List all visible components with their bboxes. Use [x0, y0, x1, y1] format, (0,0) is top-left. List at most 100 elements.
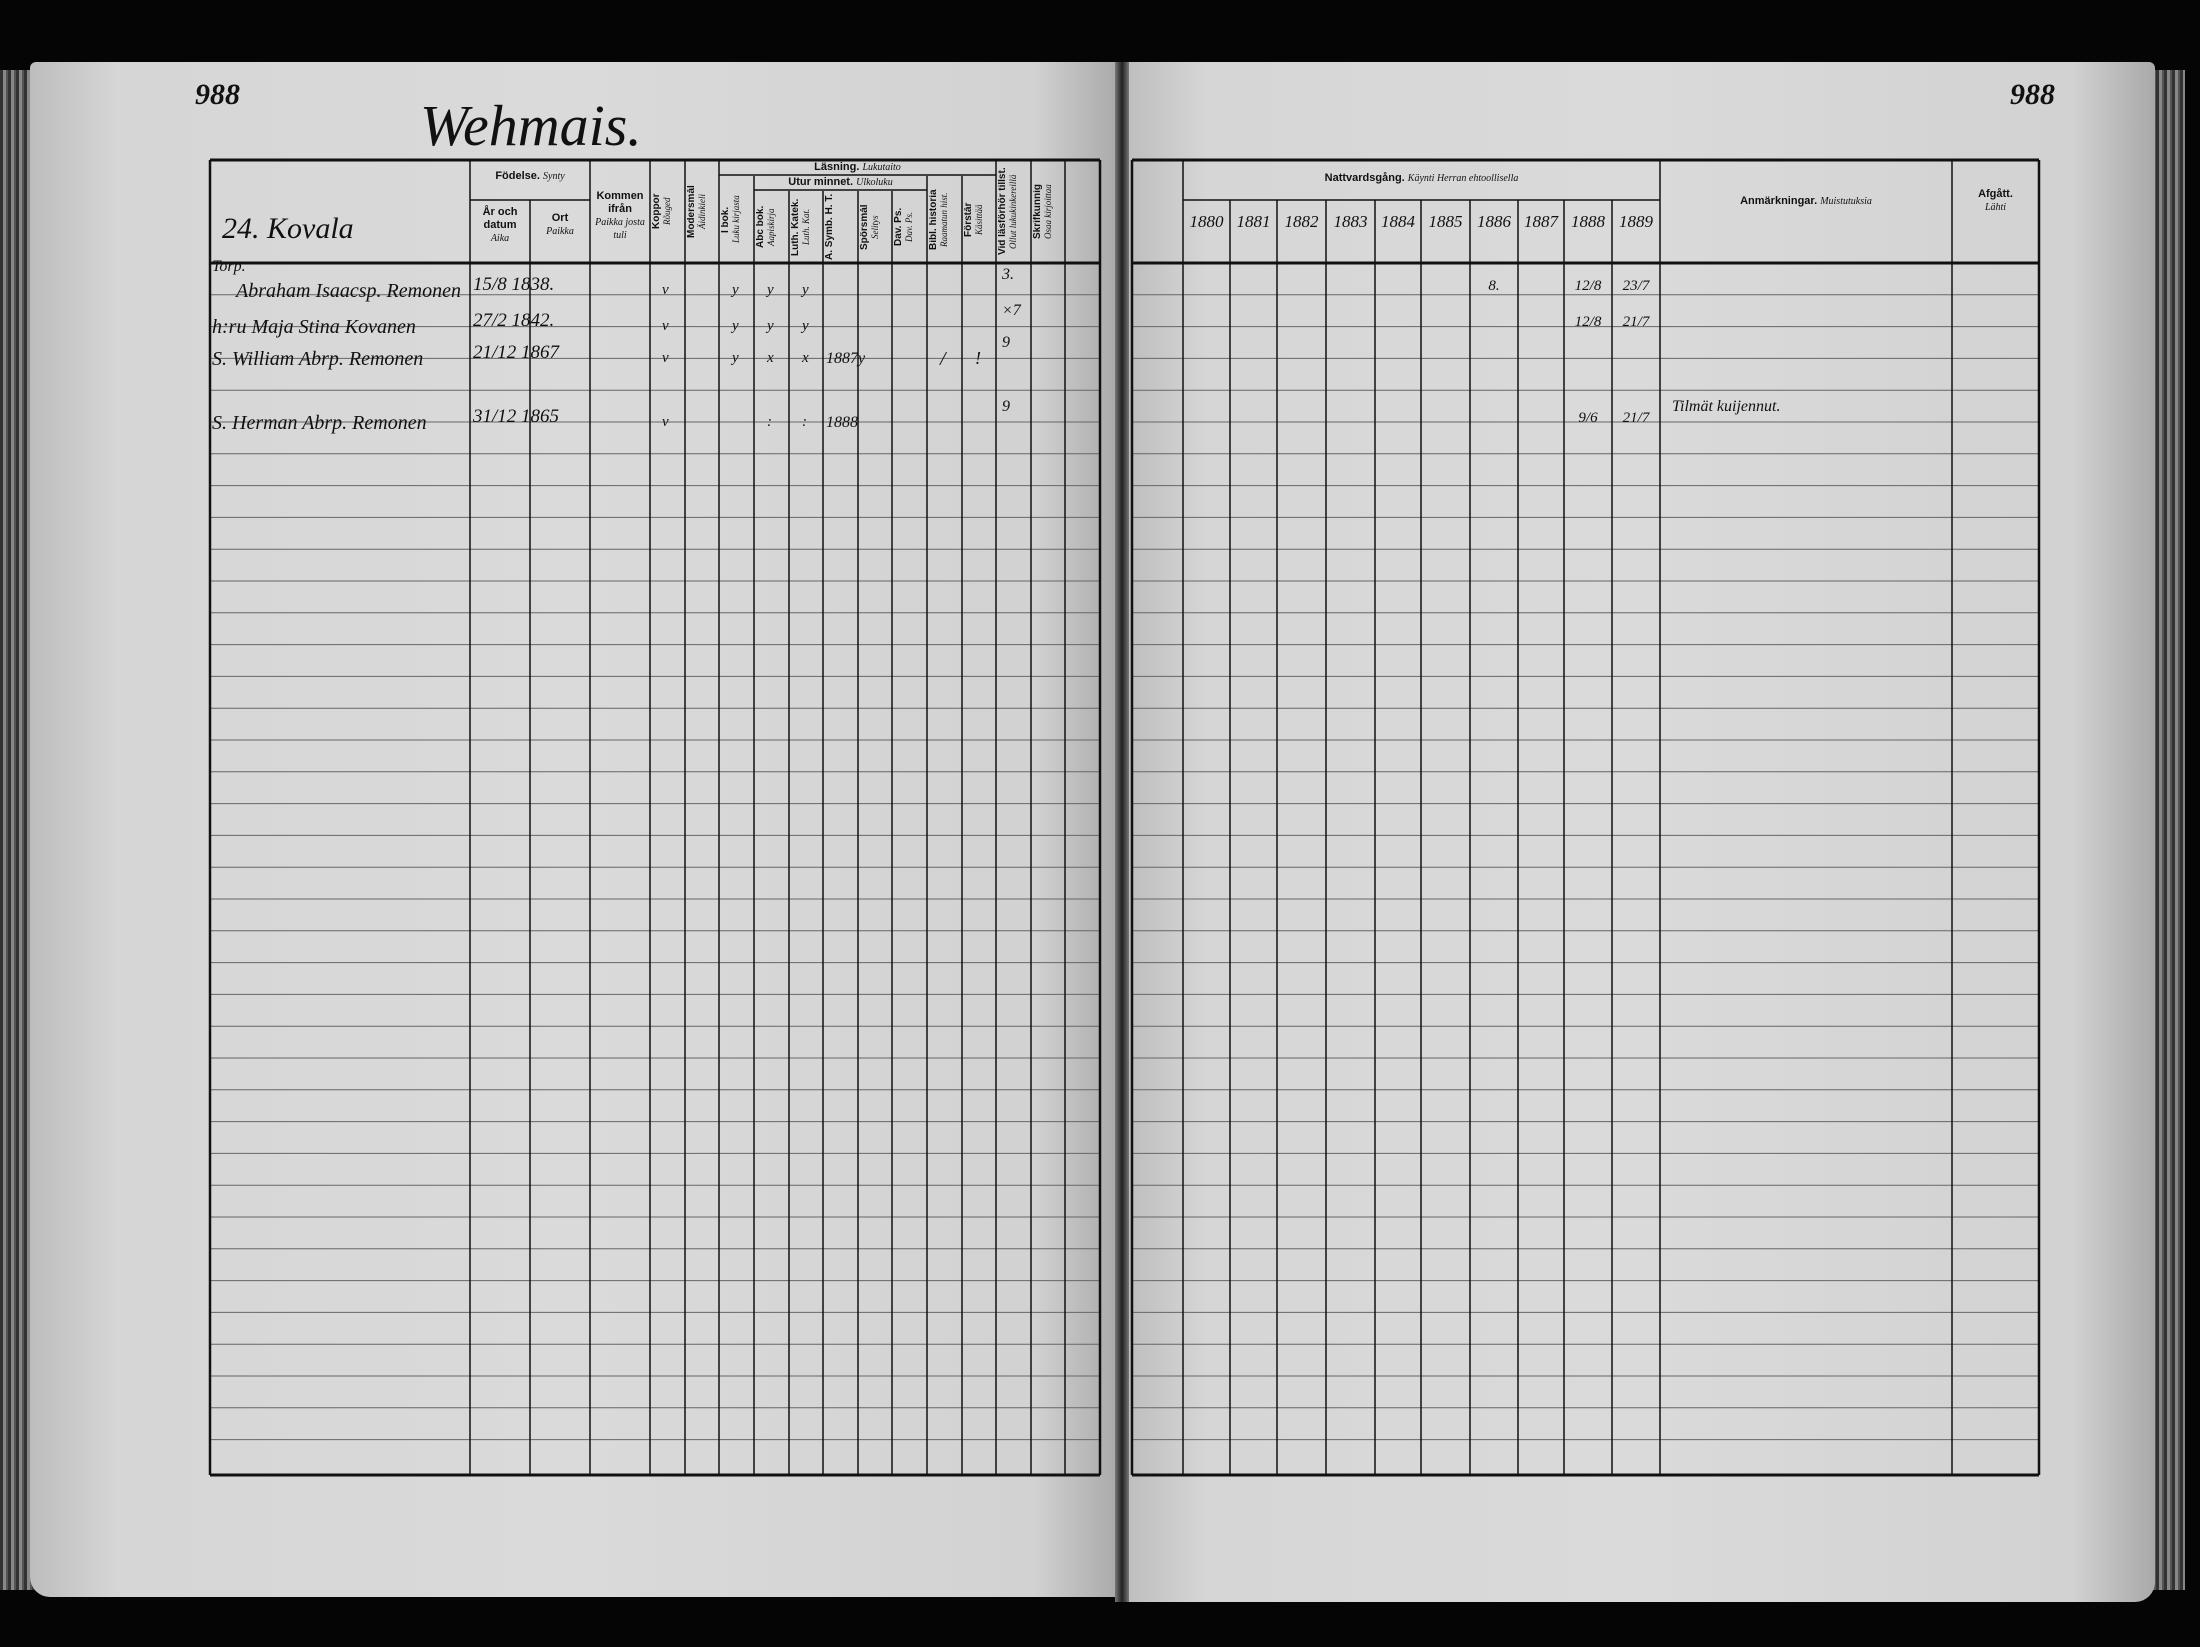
- label-fi: Synty: [543, 171, 565, 182]
- label: Ort: [551, 212, 569, 224]
- koppor-mark: v: [662, 318, 669, 334]
- label: Skrifkunnig: [1033, 184, 1043, 240]
- symbol-year: 1888: [826, 414, 858, 431]
- label: Utur minnet.: [788, 176, 854, 188]
- reading-mark: x: [767, 350, 774, 366]
- communion-date: 12/8: [1574, 278, 1602, 294]
- header-fodelse: Födelse. Synty: [470, 170, 590, 183]
- header-modersmal: Modersmål Äidinkieli: [687, 162, 717, 261]
- label: År och datum: [482, 206, 518, 231]
- header-forstar: Förstår Käsittää: [964, 178, 994, 261]
- header-ibok: I bok. Luku kirjasta: [721, 178, 752, 261]
- book-gutter: [1115, 62, 1129, 1602]
- label-fi: Raamatun hist.: [939, 192, 949, 247]
- communion-date: 21/7: [1622, 410, 1650, 426]
- label-fi: Luth. Kat.: [801, 208, 811, 246]
- label: Afgått.: [1978, 188, 2013, 200]
- remark-note: Tilmät kuijennut.: [1672, 398, 1781, 415]
- header-afgatt: Afgått. Lähti: [1952, 188, 2039, 214]
- header-nattvard: Nattvardsgång. Käynti Herran ehtoollisel…: [1183, 172, 1660, 185]
- label-fi: Käynti Herran ehtoollisella: [1407, 173, 1519, 184]
- reading-mark: y: [767, 282, 774, 298]
- label-fi: Dav. Ps.: [904, 211, 914, 243]
- examination-mark: 3.: [1002, 266, 1014, 283]
- label-fi: Osaa kirjoittaa: [1043, 184, 1053, 239]
- label: Luth. Katek.: [791, 198, 801, 256]
- reading-mark: y: [802, 282, 809, 298]
- communion-date: 9/6: [1578, 410, 1598, 426]
- year-header-1885: 1885: [1428, 212, 1463, 231]
- forstar-mark: !: [975, 348, 981, 368]
- year-header-1887: 1887: [1524, 212, 1558, 231]
- label-fi: Selitys: [870, 215, 880, 239]
- village-title: Wehmais.: [420, 93, 642, 158]
- label-fi: Aapiskirja: [766, 208, 776, 246]
- label-fi: Lukutaito: [862, 162, 901, 173]
- year-header-1881: 1881: [1236, 212, 1271, 231]
- examination-mark: 9: [1002, 398, 1010, 415]
- person-title: Torp.: [212, 258, 246, 275]
- label: Läsning.: [814, 161, 860, 173]
- header-dav: Dav. Ps. Dav. Ps.: [894, 193, 925, 261]
- reading-mark: :: [802, 414, 807, 430]
- header-kommen: Kommen ifrån Paikka josta tuli: [591, 190, 649, 242]
- examination-mark: 9: [1002, 334, 1010, 351]
- right-page-number: 988: [2010, 78, 2055, 111]
- bibl-mark: /: [940, 348, 946, 370]
- label-fi: Muistutuksia: [1820, 196, 1872, 207]
- person-name: h:ru Maja Stina Kovanen: [212, 316, 416, 338]
- header-anmarkningar: Anmärkningar. Muistutuksia: [1660, 195, 1952, 208]
- year-header-1889: 1889: [1619, 212, 1653, 231]
- right-page: [1125, 62, 2155, 1602]
- header-vid: Vid läsförhör tillst. Ollut lukukinkereil…: [998, 162, 1029, 261]
- label: Kommen ifrån: [596, 190, 644, 215]
- label-fi: Paikka: [546, 226, 574, 237]
- birth-date: 21/12 1867: [473, 342, 560, 363]
- label: Vid läsförhör tillst.: [998, 167, 1008, 256]
- label-fi: Ulkoluku: [856, 177, 893, 188]
- label-fi: Äidinkieli: [697, 194, 707, 229]
- header-utur: Utur minnet. Ulkoluku: [754, 176, 927, 189]
- year-header-1888: 1888: [1571, 212, 1605, 231]
- label-fi: Käsittää: [974, 204, 984, 235]
- header-skrif: Skrifkunnig Osaa kirjoittaa: [1033, 162, 1063, 261]
- koppor-mark: v: [662, 282, 669, 298]
- label: Spörsmål: [860, 204, 870, 250]
- header-bibl: Bibl. historia Raamatun hist.: [929, 178, 960, 261]
- label: Abc bok.: [756, 205, 766, 249]
- header-ort: Ort Paikka: [531, 212, 589, 238]
- reading-mark: y: [732, 318, 739, 334]
- label-fi: Aika: [490, 233, 510, 244]
- label: A. Symb. H. T.: [825, 193, 835, 261]
- communion-date: 12/8: [1574, 314, 1602, 330]
- birth-date: 27/2 1842.: [473, 310, 555, 331]
- left-page: [30, 62, 1120, 1597]
- header-luth: Luth. Katek. Luth. Kat.: [791, 193, 821, 261]
- header-abc: Abc bok. Aapiskirja: [756, 193, 787, 261]
- header-symb: A. Symb. H. T.: [825, 193, 856, 261]
- header-ar: År och datum Aika: [471, 206, 529, 245]
- koppor-mark: v: [662, 350, 669, 366]
- label: Koppor: [652, 193, 662, 230]
- communion-date: 21/7: [1622, 314, 1650, 330]
- symbol-year: 1887y: [826, 350, 866, 367]
- communion-date: 8.: [1488, 278, 1500, 294]
- reading-mark: x: [802, 350, 809, 366]
- label-fi: Paikka josta tuli: [595, 217, 645, 241]
- header-lasning: Läsning. Lukutaito: [719, 161, 996, 174]
- label: Anmärkningar.: [1740, 195, 1818, 207]
- label-fi: Rõuged: [662, 197, 672, 226]
- label: Födelse.: [495, 170, 540, 182]
- label-fi: Ollut lukukinkereillä: [1008, 174, 1018, 249]
- reading-mark: y: [802, 318, 809, 334]
- farm-title: 24. Kovala: [222, 212, 354, 245]
- year-header-1886: 1886: [1477, 212, 1511, 231]
- year-header-1883: 1883: [1333, 212, 1368, 231]
- label: Bibl. historia: [929, 189, 939, 250]
- header-sporsmal: Spörsmål Selitys: [860, 193, 890, 261]
- header-koppor: Koppor Rõuged: [652, 162, 683, 261]
- reading-mark: y: [732, 282, 739, 298]
- label: I bok.: [721, 206, 731, 233]
